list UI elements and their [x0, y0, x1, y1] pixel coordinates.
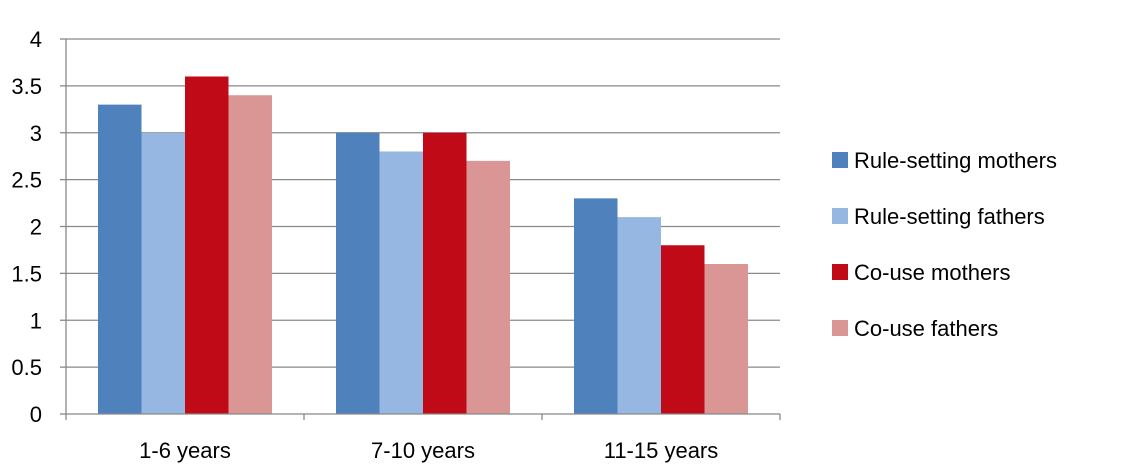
- legend-label: Rule-setting mothers: [854, 148, 1057, 173]
- y-tick-label: 2: [30, 215, 42, 240]
- x-category-labels: 1-6 years 7-10 years 11-15 years: [139, 438, 718, 463]
- y-tick-label: 1: [30, 308, 42, 333]
- legend: Rule-setting mothers Rule-setting fathers…: [832, 148, 1057, 341]
- x-category-label: 1-6 years: [139, 438, 231, 463]
- legend-item: Rule-setting fathers: [832, 204, 1045, 229]
- bar: [336, 132, 380, 414]
- y-tick-label: 1.5: [11, 261, 42, 286]
- legend-item: Rule-setting mothers: [832, 148, 1057, 173]
- bar: [228, 95, 272, 414]
- x-category-label: 11-15 years: [604, 438, 719, 463]
- y-tick-label: 3.5: [11, 74, 42, 99]
- bar: [617, 217, 661, 414]
- axes: [60, 38, 781, 420]
- legend-item: Co-use fathers: [832, 316, 998, 341]
- legend-label: Co-use mothers: [854, 260, 1011, 285]
- bar: [185, 76, 229, 414]
- y-tick-label: 2.5: [11, 168, 42, 193]
- x-category-label: 7-10 years: [371, 438, 475, 463]
- legend-item: Co-use mothers: [832, 260, 1011, 285]
- bar: [379, 151, 423, 414]
- y-tick-label: 3: [30, 121, 42, 146]
- bar: [661, 245, 705, 414]
- legend-swatch: [832, 320, 848, 336]
- bar: [141, 132, 185, 414]
- legend-label: Rule-setting fathers: [854, 204, 1045, 229]
- bar: [466, 160, 510, 414]
- bar: [423, 132, 467, 414]
- y-tick-label: 0.5: [11, 355, 42, 380]
- bars: [98, 76, 748, 414]
- bar: [704, 264, 748, 414]
- legend-swatch: [832, 264, 848, 280]
- y-tick-labels: 0 0.5 1 1.5 2 2.5 3 3.5 4: [11, 27, 42, 427]
- legend-swatch: [832, 208, 848, 224]
- bar: [98, 104, 142, 414]
- y-tick-label: 4: [30, 27, 42, 52]
- legend-label: Co-use fathers: [854, 316, 998, 341]
- bar: [574, 198, 618, 414]
- y-tick-label: 0: [30, 402, 42, 427]
- legend-swatch: [832, 152, 848, 168]
